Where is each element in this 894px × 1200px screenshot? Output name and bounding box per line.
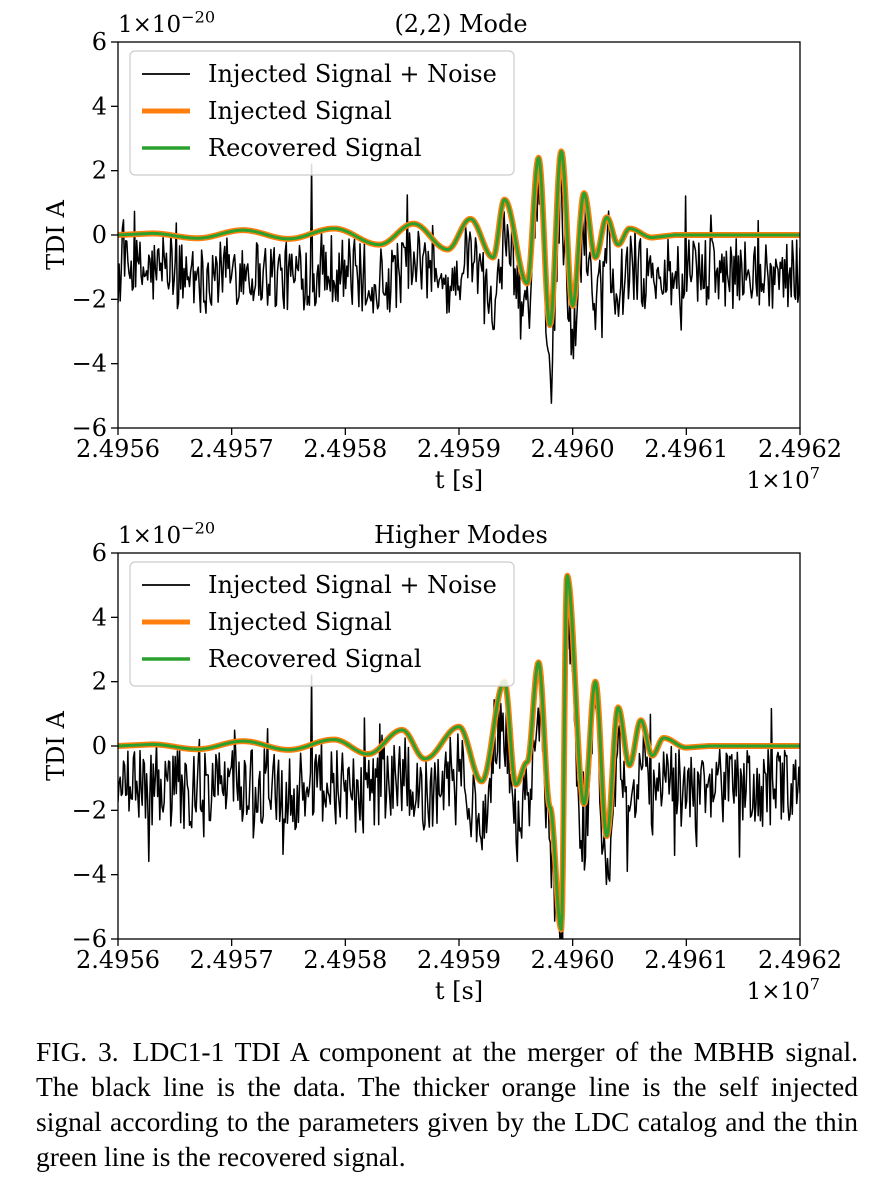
x-axis-label: t [s] <box>435 466 483 494</box>
caption-text: LDC1-1 TDI A component at the merger of … <box>36 1036 859 1172</box>
y-tick-label: 6 <box>92 539 107 567</box>
x-tick-label: 2.4960 <box>531 435 615 463</box>
x-tick-label: 2.4961 <box>644 946 728 974</box>
y-tick-label: 2 <box>92 157 107 185</box>
y-tick-label: −6 <box>72 925 107 953</box>
series-recovered-signal <box>118 149 800 327</box>
y-tick-label: 4 <box>92 92 107 120</box>
series-recovered-signal <box>118 574 800 931</box>
x-tick-label: 2.4956 <box>76 435 160 463</box>
series-injected-plus-noise <box>118 599 800 939</box>
legend-box <box>129 561 515 687</box>
y-tick-label: 6 <box>92 28 107 56</box>
legend-box <box>129 50 515 176</box>
y-axis-label: TDI A <box>42 199 70 269</box>
x-tick-label: 2.4957 <box>190 946 274 974</box>
y-tick-label: 0 <box>92 221 107 249</box>
figure-svg: (2,2) Mode 1×10−20 2.4956 2.4957 2.4958 2.495… <box>42 7 842 1005</box>
legend-label: Injected Signal <box>208 608 392 636</box>
legend: Injected Signal + Noise Injected Signal Re… <box>129 50 515 176</box>
x-tick-label: 2.4962 <box>758 435 842 463</box>
y-tick-label: −2 <box>72 285 107 313</box>
x-tick-label: 2.4959 <box>417 946 501 974</box>
legend: Injected Signal + Noise Injected Signal Re… <box>129 561 515 687</box>
chart-title: Higher Modes <box>374 521 548 549</box>
x-tick-label: 2.4958 <box>303 435 387 463</box>
x-tick-label: 2.4962 <box>758 946 842 974</box>
x-axis-label: t [s] <box>435 977 483 1005</box>
x-tick-label: 2.4961 <box>644 435 728 463</box>
y-offset-label: 1×10−20 <box>118 7 215 38</box>
x-tick-label: 2.4959 <box>417 435 501 463</box>
y-tick-label: 0 <box>92 732 107 760</box>
plot-area <box>118 148 800 404</box>
legend-label: Recovered Signal <box>208 134 422 162</box>
caption-label: FIG. 3. <box>36 1036 119 1067</box>
figure: (2,2) Mode 1×10−20 2.4956 2.4957 2.4958 2.495… <box>42 7 842 1005</box>
x-offset-label: 1×107 <box>747 463 820 494</box>
legend-label: Injected Signal + Noise <box>208 571 497 599</box>
chart-panel-1: (2,2) Mode 1×10−20 2.4956 2.4957 2.4958 2.495… <box>42 7 842 494</box>
x-tick-label: 2.4958 <box>303 946 387 974</box>
x-tick-label: 2.4956 <box>76 946 160 974</box>
chart-title: (2,2) Mode <box>394 10 527 38</box>
y-tick-label: 4 <box>92 603 107 631</box>
y-tick-label: 2 <box>92 668 107 696</box>
y-axis-label: TDI A <box>42 710 70 780</box>
legend-label: Injected Signal <box>208 97 392 125</box>
y-tick-label: −2 <box>72 796 107 824</box>
legend-label: Injected Signal + Noise <box>208 60 497 88</box>
x-offset-label: 1×107 <box>747 974 820 1005</box>
x-tick-label: 2.4960 <box>531 946 615 974</box>
x-tick-label: 2.4957 <box>190 435 274 463</box>
y-tick-label: −6 <box>72 414 107 442</box>
y-tick-label: −4 <box>72 861 107 889</box>
y-offset-label: 1×10−20 <box>118 518 215 549</box>
figure-caption: FIG. 3. LDC1-1 TDI A component at the mer… <box>36 1034 858 1174</box>
legend-label: Recovered Signal <box>208 645 422 673</box>
series-injected-plus-noise <box>118 160 800 404</box>
y-tick-label: −4 <box>72 350 107 378</box>
chart-panel-2: Higher Modes 1×10−20 2.4956 2.4957 2.4958 2.4… <box>42 518 842 1005</box>
plot-area <box>118 572 800 939</box>
